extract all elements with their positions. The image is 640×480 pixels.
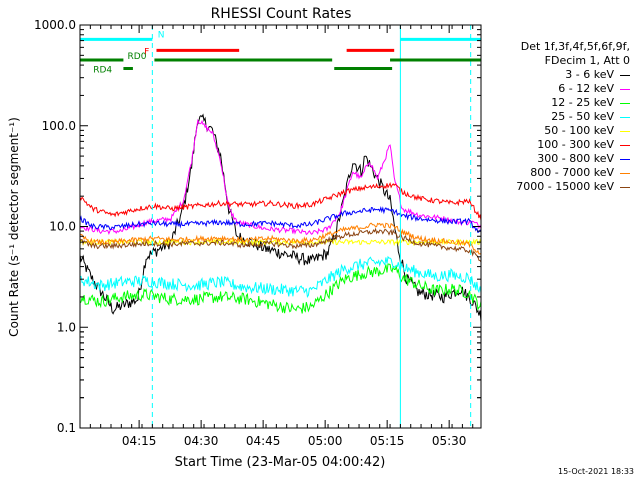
chart-title: RHESSI Count Rates bbox=[211, 6, 352, 22]
series-line-2 bbox=[79, 263, 482, 314]
legend-label: 100 - 300 keV bbox=[537, 138, 614, 151]
legend-label: 800 - 7000 keV bbox=[530, 166, 614, 179]
legend-label: 6 - 12 keV bbox=[558, 82, 614, 95]
flag-label-n: N bbox=[158, 30, 165, 40]
legend-label: 25 - 50 keV bbox=[551, 110, 614, 123]
y-tick-label: 100.0 bbox=[42, 119, 76, 133]
legend-label: 7000 - 15000 keV bbox=[516, 180, 614, 193]
y-tick-label: 0.1 bbox=[57, 421, 76, 435]
legend-header-decimation: FDecim 1, Att 0 bbox=[544, 54, 630, 67]
y-axis-label: Count Rate (s⁻¹ detector segment⁻¹) bbox=[7, 117, 21, 337]
legend-entry: 50 - 100 keV bbox=[470, 124, 630, 138]
x-tick-label: 04:30 bbox=[184, 434, 219, 448]
flag-label-rd0: RD0 bbox=[128, 52, 147, 62]
series-line-6 bbox=[79, 205, 482, 234]
legend-entry: 800 - 7000 keV bbox=[470, 166, 630, 180]
legend-label: 50 - 100 keV bbox=[544, 124, 614, 137]
x-tick-label: 05:15 bbox=[370, 434, 405, 448]
legend-entry: 100 - 300 keV bbox=[470, 138, 630, 152]
legend-swatch bbox=[620, 186, 630, 188]
series-line-0 bbox=[79, 113, 482, 322]
legend-swatch bbox=[620, 130, 630, 132]
series-line-1 bbox=[80, 118, 482, 236]
legend-swatch bbox=[620, 144, 630, 146]
x-tick-label: 05:00 bbox=[308, 434, 343, 448]
series-layer bbox=[79, 113, 482, 322]
legend-swatch bbox=[620, 158, 630, 160]
legend-entry: 300 - 800 keV bbox=[470, 152, 630, 166]
legend: Det 1f,3f,4f,5f,6f,9f, FDecim 1, Att 0 3… bbox=[470, 40, 630, 194]
x-tick-label: 04:45 bbox=[246, 434, 281, 448]
legend-entry: 7000 - 15000 keV bbox=[470, 180, 630, 194]
x-tick-label: 04:15 bbox=[122, 434, 157, 448]
legend-swatch bbox=[620, 116, 630, 118]
legend-entry: 12 - 25 keV bbox=[470, 96, 630, 110]
legend-entry: 6 - 12 keV bbox=[470, 82, 630, 96]
series-line-3 bbox=[79, 255, 482, 299]
y-tick-label: 1.0 bbox=[57, 320, 76, 334]
legend-label: 12 - 25 keV bbox=[551, 96, 614, 109]
x-axis-label: Start Time (23-Mar-05 04:00:42) bbox=[175, 455, 386, 470]
legend-swatch bbox=[620, 74, 630, 76]
legend-swatch bbox=[620, 172, 630, 174]
series-line-8 bbox=[79, 227, 482, 263]
flag-label-rd4: RD4 bbox=[93, 66, 112, 76]
axis-ticks: 1000.0 100.0 10.0 1.0 0.1 04:15 04:30 04:45 05:0… bbox=[34, 18, 481, 448]
series-line-7 bbox=[79, 222, 482, 255]
legend-label: 3 - 6 keV bbox=[565, 68, 614, 81]
y-tick-label: 10.0 bbox=[49, 220, 76, 234]
series-line-5 bbox=[79, 182, 482, 221]
x-tick-label: 05:30 bbox=[432, 434, 467, 448]
legend-entry: 25 - 50 keV bbox=[470, 110, 630, 124]
legend-header-detectors: Det 1f,3f,4f,5f,6f,9f, bbox=[520, 40, 630, 53]
y-tick-label: 1000.0 bbox=[34, 18, 76, 32]
flag-label-f: F bbox=[144, 47, 149, 57]
legend-label: 300 - 800 keV bbox=[537, 152, 614, 165]
legend-entry: 3 - 6 keV bbox=[470, 68, 630, 82]
legend-swatch bbox=[620, 88, 630, 90]
legend-swatch bbox=[620, 102, 630, 104]
footer-timestamp: 15-Oct-2021 18:33 bbox=[558, 467, 634, 476]
